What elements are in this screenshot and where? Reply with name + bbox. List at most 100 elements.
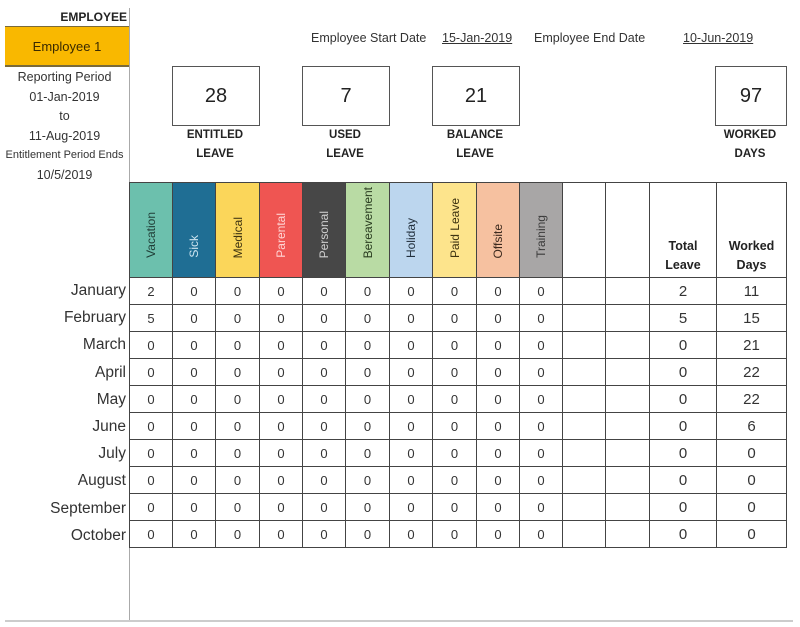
end-date-value[interactable]: 10-Jun-2019: [683, 31, 754, 45]
leave-cell[interactable]: [562, 385, 606, 413]
leave-cell[interactable]: 0: [389, 439, 433, 467]
leave-cell[interactable]: 0: [389, 358, 433, 386]
leave-cell[interactable]: 0: [389, 466, 433, 494]
leave-cell[interactable]: 0: [215, 304, 260, 332]
leave-cell[interactable]: 0: [476, 358, 520, 386]
leave-cell[interactable]: 0: [172, 439, 216, 467]
leave-cell[interactable]: 0: [259, 358, 303, 386]
leave-cell[interactable]: 0: [129, 439, 173, 467]
leave-cell[interactable]: 0: [519, 520, 563, 548]
leave-cell[interactable]: 0: [345, 277, 390, 305]
leave-cell[interactable]: 0: [129, 520, 173, 548]
leave-cell[interactable]: 0: [519, 466, 563, 494]
leave-cell[interactable]: 0: [519, 385, 563, 413]
leave-cell[interactable]: 0: [215, 277, 260, 305]
leave-cell[interactable]: 0: [345, 520, 390, 548]
leave-cell[interactable]: 0: [259, 331, 303, 359]
leave-cell[interactable]: 0: [302, 412, 346, 440]
leave-cell[interactable]: 0: [302, 277, 346, 305]
leave-cell[interactable]: [605, 466, 650, 494]
leave-cell[interactable]: 0: [129, 493, 173, 521]
leave-cell[interactable]: 0: [345, 466, 390, 494]
leave-cell[interactable]: 0: [345, 358, 390, 386]
leave-cell[interactable]: 0: [129, 385, 173, 413]
leave-cell[interactable]: [562, 439, 606, 467]
leave-cell[interactable]: [562, 412, 606, 440]
leave-cell[interactable]: 0: [432, 520, 477, 548]
leave-cell[interactable]: [605, 358, 650, 386]
leave-cell[interactable]: 0: [259, 493, 303, 521]
leave-cell[interactable]: 0: [302, 493, 346, 521]
leave-cell[interactable]: 0: [345, 385, 390, 413]
leave-cell[interactable]: 0: [259, 277, 303, 305]
leave-cell[interactable]: 0: [259, 439, 303, 467]
leave-cell[interactable]: 0: [172, 277, 216, 305]
leave-cell[interactable]: [562, 304, 606, 332]
leave-cell[interactable]: 0: [302, 520, 346, 548]
leave-cell[interactable]: [562, 493, 606, 521]
employee-selector[interactable]: Employee 1: [5, 26, 129, 67]
leave-cell[interactable]: 0: [302, 466, 346, 494]
leave-cell[interactable]: 0: [215, 493, 260, 521]
leave-cell[interactable]: 0: [259, 520, 303, 548]
leave-cell[interactable]: [605, 439, 650, 467]
leave-cell[interactable]: 0: [345, 304, 390, 332]
leave-cell[interactable]: 0: [432, 331, 477, 359]
leave-cell[interactable]: 2: [129, 277, 173, 305]
leave-cell[interactable]: 0: [129, 466, 173, 494]
leave-cell[interactable]: [605, 304, 650, 332]
leave-cell[interactable]: 0: [432, 493, 477, 521]
leave-cell[interactable]: 0: [432, 358, 477, 386]
leave-cell[interactable]: 0: [519, 331, 563, 359]
leave-cell[interactable]: [562, 466, 606, 494]
leave-cell[interactable]: 0: [215, 520, 260, 548]
leave-cell[interactable]: 0: [345, 493, 390, 521]
leave-cell[interactable]: 0: [519, 358, 563, 386]
leave-cell[interactable]: [562, 277, 606, 305]
leave-cell[interactable]: 0: [432, 412, 477, 440]
leave-cell[interactable]: 0: [389, 277, 433, 305]
leave-cell[interactable]: [605, 493, 650, 521]
leave-cell[interactable]: 0: [345, 439, 390, 467]
leave-cell[interactable]: 0: [432, 277, 477, 305]
leave-cell[interactable]: 0: [476, 385, 520, 413]
leave-cell[interactable]: 0: [172, 358, 216, 386]
leave-cell[interactable]: 0: [172, 520, 216, 548]
leave-cell[interactable]: 0: [302, 439, 346, 467]
leave-cell[interactable]: 0: [215, 466, 260, 494]
leave-cell[interactable]: 0: [215, 439, 260, 467]
leave-cell[interactable]: [562, 520, 606, 548]
leave-cell[interactable]: 0: [389, 520, 433, 548]
leave-cell[interactable]: [562, 331, 606, 359]
leave-cell[interactable]: 0: [302, 304, 346, 332]
leave-cell[interactable]: [605, 331, 650, 359]
leave-cell[interactable]: 0: [389, 331, 433, 359]
leave-cell[interactable]: 0: [476, 439, 520, 467]
leave-cell[interactable]: 0: [345, 331, 390, 359]
leave-cell[interactable]: [605, 277, 650, 305]
leave-cell[interactable]: 0: [389, 493, 433, 521]
leave-cell[interactable]: 0: [302, 331, 346, 359]
leave-cell[interactable]: 0: [345, 412, 390, 440]
leave-cell[interactable]: 0: [432, 385, 477, 413]
leave-cell[interactable]: 5: [129, 304, 173, 332]
leave-cell[interactable]: 0: [476, 304, 520, 332]
leave-cell[interactable]: 0: [519, 277, 563, 305]
leave-cell[interactable]: 0: [172, 385, 216, 413]
leave-cell[interactable]: [562, 358, 606, 386]
leave-cell[interactable]: 0: [476, 412, 520, 440]
leave-cell[interactable]: 0: [519, 304, 563, 332]
leave-cell[interactable]: 0: [215, 412, 260, 440]
leave-cell[interactable]: 0: [476, 520, 520, 548]
leave-cell[interactable]: 0: [215, 331, 260, 359]
leave-cell[interactable]: 0: [432, 304, 477, 332]
leave-cell[interactable]: 0: [129, 358, 173, 386]
leave-cell[interactable]: 0: [302, 385, 346, 413]
leave-cell[interactable]: 0: [302, 358, 346, 386]
leave-cell[interactable]: 0: [259, 466, 303, 494]
leave-cell[interactable]: 0: [389, 304, 433, 332]
leave-cell[interactable]: 0: [215, 358, 260, 386]
leave-cell[interactable]: 0: [519, 412, 563, 440]
leave-cell[interactable]: 0: [172, 412, 216, 440]
start-date-value[interactable]: 15-Jan-2019: [442, 31, 513, 45]
